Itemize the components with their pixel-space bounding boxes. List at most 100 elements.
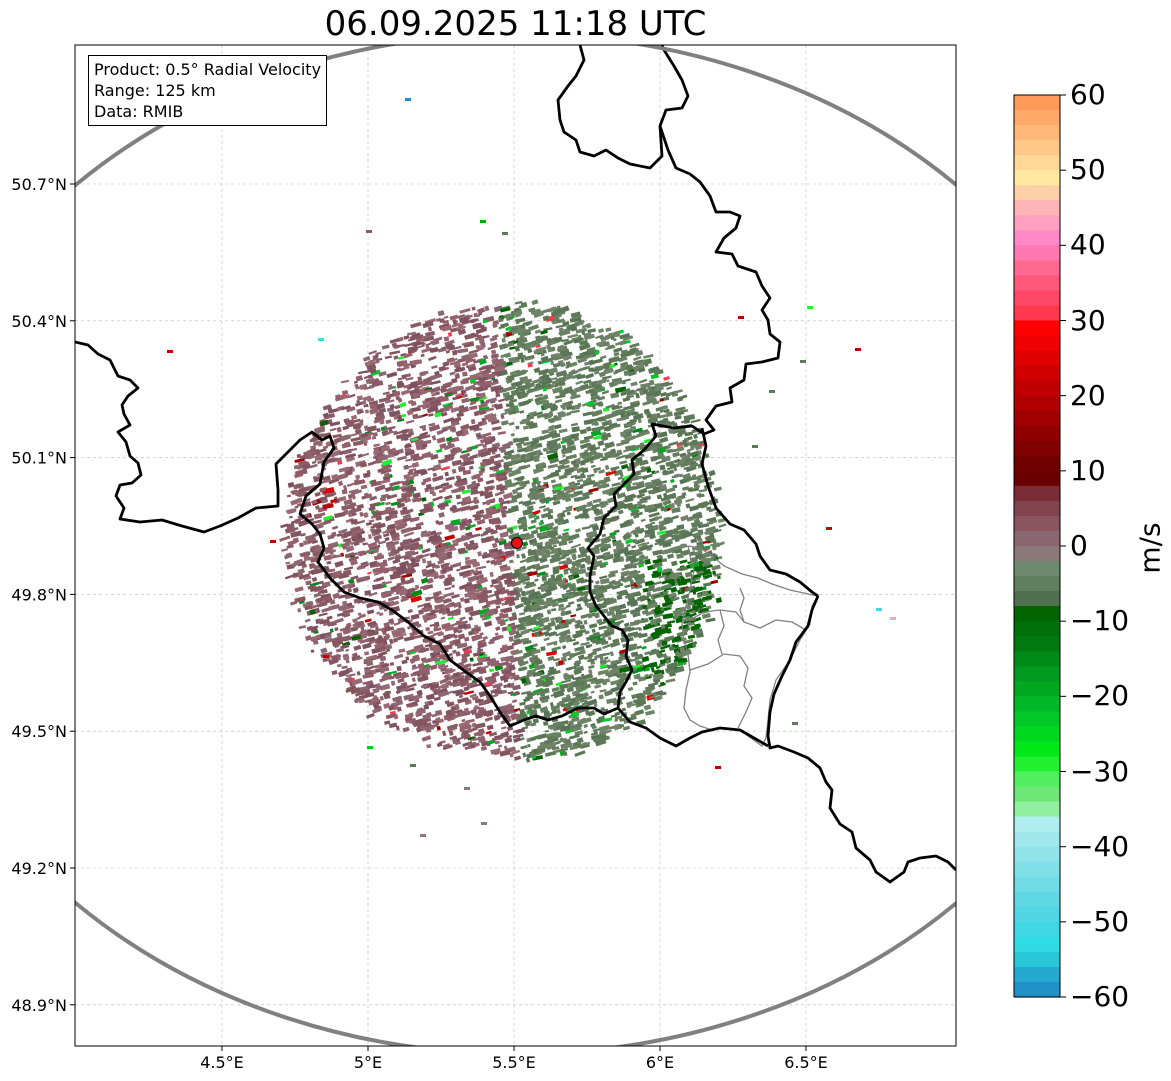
colorbar-segment bbox=[1014, 951, 1060, 968]
lon-tick-labels: 4.5°E 5°E 5.5°E 6°E 6.5°E bbox=[200, 1046, 828, 1072]
colorbar-segment bbox=[1014, 335, 1060, 352]
admin-borders bbox=[681, 545, 820, 747]
colorbar-segment bbox=[1014, 380, 1060, 397]
colorbar-unit-label: m/s bbox=[1133, 522, 1167, 574]
colorbar-segment bbox=[1014, 606, 1060, 622]
colorbar-segment bbox=[1014, 290, 1060, 307]
colorbar-tick-label: −10 bbox=[1070, 604, 1130, 638]
colorbar-segment bbox=[1014, 966, 1060, 983]
radar-range-ring bbox=[75, 45, 956, 1046]
colorbar-segment bbox=[1014, 530, 1060, 547]
info-product: Product: 0.5° Radial Velocity bbox=[94, 60, 322, 79]
colorbar-segment bbox=[1014, 410, 1060, 427]
colorbar-segment bbox=[1014, 500, 1060, 517]
border-lux-east bbox=[700, 427, 819, 598]
colorbar-segment bbox=[1014, 696, 1060, 712]
colorbar-segment bbox=[1014, 576, 1060, 592]
colorbar-segment bbox=[1014, 651, 1060, 667]
colorbar-segment bbox=[1014, 425, 1060, 442]
colorbar-segment bbox=[1014, 771, 1060, 788]
country-borders bbox=[75, 45, 956, 884]
colorbar-segment bbox=[1014, 876, 1060, 893]
district-line-2 bbox=[689, 653, 753, 729]
luxembourg-region-border bbox=[681, 545, 820, 747]
border-north bbox=[75, 45, 782, 728]
lat-tick-label: 48.9°N bbox=[11, 996, 67, 1015]
colorbar-segment bbox=[1014, 275, 1060, 292]
info-range: Range: 125 km bbox=[94, 81, 216, 100]
colorbar-segment bbox=[1014, 215, 1060, 231]
lat-tick-label: 49.2°N bbox=[11, 859, 67, 878]
plot-frame bbox=[74, 44, 957, 1047]
colorbar-segment bbox=[1014, 185, 1060, 201]
lon-tick-label: 5.5°E bbox=[492, 1053, 536, 1072]
colorbar-segment bbox=[1014, 936, 1060, 953]
colorbar-segment bbox=[1014, 906, 1060, 923]
colorbar-segment bbox=[1014, 245, 1060, 261]
colorbar-segment bbox=[1014, 816, 1060, 833]
colorbar-segment bbox=[1014, 350, 1060, 367]
colorbar-tick-label: 20 bbox=[1070, 378, 1106, 412]
border-south bbox=[616, 707, 769, 748]
colorbar-segment bbox=[1014, 981, 1060, 998]
lon-tick-label: 5°E bbox=[354, 1053, 382, 1072]
colorbar-segment bbox=[1014, 125, 1060, 141]
colorbar bbox=[1013, 94, 1066, 998]
colorbar-segment bbox=[1014, 921, 1060, 938]
district-line-3 bbox=[717, 609, 725, 655]
lon-tick-label: 4.5°E bbox=[200, 1053, 244, 1072]
colorbar-segment bbox=[1014, 455, 1060, 472]
colorbar-segment bbox=[1014, 95, 1060, 111]
colorbar-segment bbox=[1014, 395, 1060, 412]
colorbar-segment bbox=[1014, 846, 1060, 863]
colorbar-segment bbox=[1014, 440, 1060, 457]
colorbar-segment bbox=[1014, 636, 1060, 652]
map-title: 06.09.2025 11:18 UTC bbox=[324, 4, 707, 44]
border-north-stub bbox=[556, 45, 664, 170]
lat-tick-label: 50.1°N bbox=[11, 449, 67, 468]
colorbar-segment bbox=[1014, 801, 1060, 818]
colorbar-segment bbox=[1014, 260, 1060, 276]
colorbar-segment bbox=[1014, 711, 1060, 727]
colorbar-segment bbox=[1014, 546, 1060, 562]
colorbar-tick-label: 0 bbox=[1070, 529, 1088, 562]
lat-tick-label: 49.8°N bbox=[11, 585, 67, 604]
district-line-4 bbox=[739, 587, 745, 623]
colorbar-segment bbox=[1014, 741, 1060, 758]
lon-tick-label: 6.5°E bbox=[784, 1053, 828, 1072]
colorbar-segment bbox=[1014, 200, 1060, 216]
colorbar-segment bbox=[1014, 515, 1060, 532]
colorbar-segment bbox=[1014, 831, 1060, 848]
colorbar-segment bbox=[1014, 756, 1060, 773]
colorbar-tick-label: −30 bbox=[1070, 754, 1130, 788]
radar-site-marker bbox=[511, 537, 523, 549]
colorbar-tick-label: 10 bbox=[1070, 453, 1106, 487]
colorbar-tick-label: 30 bbox=[1070, 303, 1106, 337]
lat-tick-label: 49.5°N bbox=[11, 722, 67, 741]
colorbar-tick-label: 50 bbox=[1070, 153, 1106, 187]
colorbar-segment bbox=[1014, 621, 1060, 637]
colorbar-segment bbox=[1014, 786, 1060, 803]
colorbar-segment bbox=[1014, 861, 1060, 878]
colorbar-segment bbox=[1014, 561, 1060, 577]
colorbar-segment bbox=[1014, 891, 1060, 908]
border-south-east bbox=[766, 595, 956, 884]
info-data: Data: RMIB bbox=[94, 102, 184, 121]
colorbar-segment bbox=[1014, 485, 1060, 502]
lon-tick-label: 6°E bbox=[646, 1053, 674, 1072]
colorbar-tick-label: −20 bbox=[1070, 679, 1130, 713]
colorbar-segment bbox=[1014, 666, 1060, 682]
velocity-echoes bbox=[167, 98, 896, 837]
colorbar-segment bbox=[1014, 365, 1060, 382]
colorbar-tick-label: −40 bbox=[1070, 829, 1130, 863]
colorbar-tick-label: −60 bbox=[1070, 980, 1130, 1013]
colorbar-segment bbox=[1014, 140, 1060, 156]
colorbar-segment bbox=[1014, 170, 1060, 186]
colorbar-segment bbox=[1014, 681, 1060, 697]
colorbar-segment bbox=[1014, 726, 1060, 743]
info-box: Product: 0.5° Radial Velocity Range: 125… bbox=[88, 55, 328, 126]
colorbar-tick-label: −50 bbox=[1070, 904, 1130, 938]
colorbar-tick-label: 40 bbox=[1070, 228, 1106, 262]
lat-tick-label: 50.7°N bbox=[11, 175, 67, 194]
